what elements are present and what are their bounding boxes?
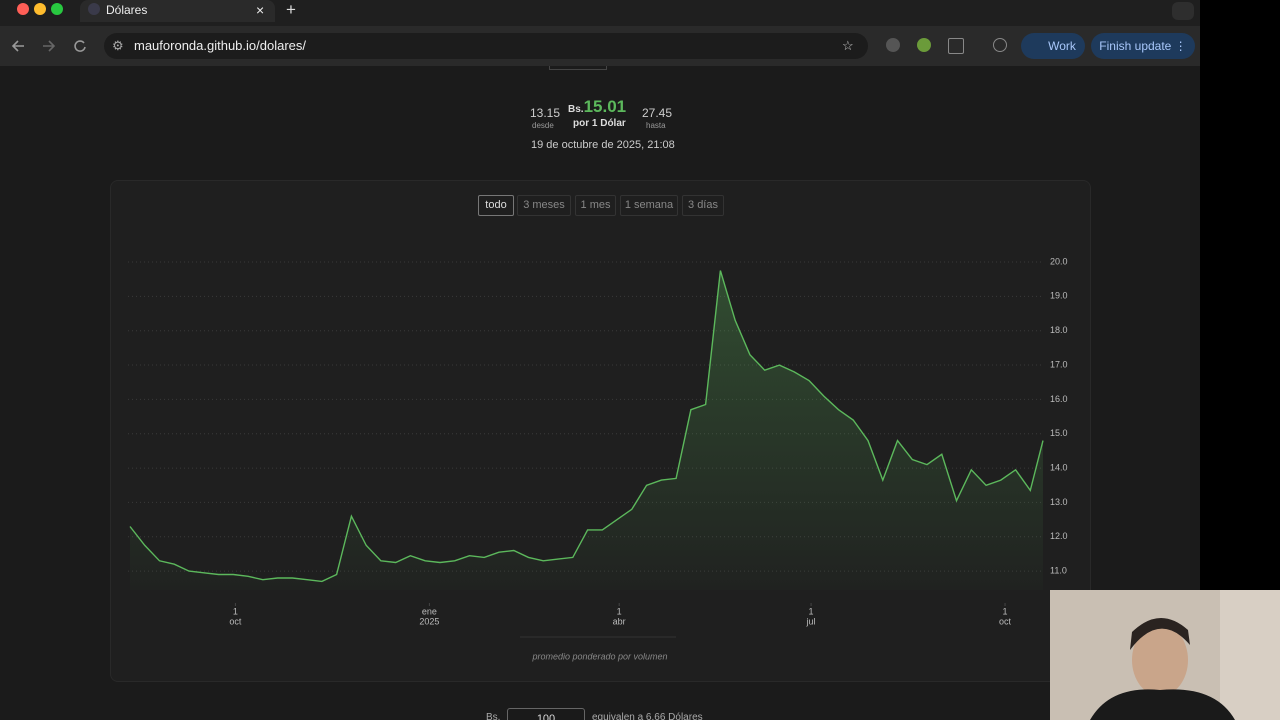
y-tick-label: 16.0 <box>1050 394 1068 404</box>
low-value: 13.15 <box>530 106 561 120</box>
favicon <box>88 3 100 15</box>
x-tick-label: 1 <box>617 606 622 616</box>
bookmark[interactable]: ☆ <box>842 38 854 53</box>
webcam-overlay <box>1050 590 1280 720</box>
y-tick-label: 17.0 <box>1050 359 1068 369</box>
tab[interactable]: Dólares × <box>80 0 275 22</box>
tab-title: Dólares <box>106 3 148 17</box>
extension[interactable] <box>993 38 1007 52</box>
site-info[interactable]: ⚙ <box>112 38 124 53</box>
extension[interactable] <box>917 38 931 52</box>
range-button[interactable]: 3 meses <box>517 195 571 216</box>
rate-label: por 1 Dólar <box>573 118 626 129</box>
y-tick-label: 19.0 <box>1050 291 1068 301</box>
chart: promedio ponderado por volumen 11.0 12.0 1… <box>128 256 1068 661</box>
url: mauforonda.github.io/dolares/ <box>134 38 307 53</box>
forward[interactable] <box>43 40 56 52</box>
update-button[interactable]: Finish update ⋮ <box>1091 33 1195 59</box>
new-tab[interactable]: + <box>286 0 296 19</box>
line <box>129 270 1044 583</box>
converter-prefix: Bs. <box>486 712 501 720</box>
profile[interactable]: Work <box>1021 33 1085 59</box>
x-tick-sublabel: abr <box>613 616 626 626</box>
y-tick-label: 18.0 <box>1050 325 1068 335</box>
range-button[interactable]: 1 mes <box>575 195 616 216</box>
address-bar[interactable]: ⚙ mauforonda.github.io/dolares/ ☆ <box>104 33 868 59</box>
currency-prefix: Bs. <box>568 104 584 115</box>
x-tick-label: 1 <box>233 606 238 616</box>
y-tick-label: 11.0 <box>1050 565 1067 575</box>
browser-window: Dólares × + ⚙ mauforonda.github.io/dolar… <box>0 0 1200 720</box>
area <box>130 270 1043 590</box>
tab-close[interactable]: × <box>256 2 265 18</box>
y-tick-label: 20.0 <box>1050 256 1068 266</box>
extensions-menu[interactable] <box>948 38 964 54</box>
cut-button <box>549 66 607 70</box>
y-tick-label: 15.0 <box>1050 428 1068 438</box>
amount: 100 <box>536 713 556 720</box>
maximize-window[interactable] <box>51 3 63 15</box>
minimize-window[interactable] <box>34 3 46 15</box>
low-label: desde <box>532 121 554 130</box>
y-tick-label: 14.0 <box>1050 462 1068 472</box>
close-window[interactable] <box>17 3 29 15</box>
nav-buttons <box>11 40 86 52</box>
range-button[interactable]: todo <box>478 195 514 216</box>
back[interactable] <box>11 40 24 52</box>
x-tick-label: 1 <box>1003 606 1008 616</box>
high-value: 27.45 <box>642 106 673 120</box>
rate: Bs.15.01 <box>568 97 626 117</box>
tab-search[interactable] <box>1172 2 1194 20</box>
range-button[interactable]: 3 días <box>682 195 724 216</box>
toolbar: ⚙ mauforonda.github.io/dolares/ ☆ Work F… <box>0 26 1200 66</box>
x-tick-sublabel: jul <box>806 616 816 626</box>
y-tick-label: 12.0 <box>1050 531 1068 541</box>
range-button[interactable]: 1 semana <box>620 195 678 216</box>
reload[interactable] <box>74 40 86 52</box>
update-label: Finish update <box>1099 39 1172 53</box>
x-tick-sublabel: oct <box>229 616 242 626</box>
chart-card <box>110 180 1091 682</box>
rate-value: 15.01 <box>583 97 627 116</box>
y-tick-label: 13.0 <box>1050 497 1068 507</box>
tab-strip: Dólares × + <box>0 0 1200 26</box>
x-tick-sublabel: 2025 <box>419 616 439 626</box>
amount-input[interactable]: 100 <box>507 708 585 720</box>
high-label: hasta <box>646 121 666 130</box>
profile-name: Work <box>1048 39 1076 53</box>
x-tick-label: ene <box>422 606 437 616</box>
timestamp: 19 de octubre de 2025, 21:08 <box>531 139 675 151</box>
chart-caption: promedio ponderado por volumen <box>531 651 667 661</box>
extension[interactable] <box>886 38 900 52</box>
x-tick-label: 1 <box>809 606 814 616</box>
x-tick-sublabel: oct <box>999 616 1012 626</box>
converter-result: equivalen a 6.66 Dólares <box>592 712 703 720</box>
